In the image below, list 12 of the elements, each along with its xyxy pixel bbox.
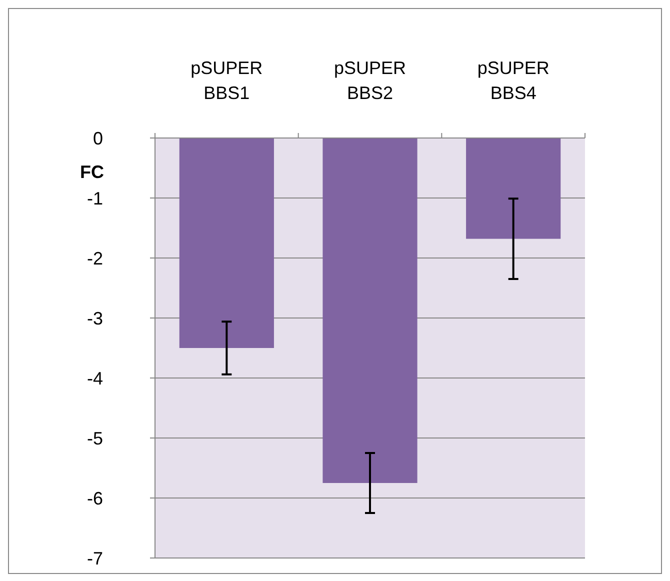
y-tick-label: -5 <box>86 428 103 448</box>
x-tick-label: pSUPER BBS4 <box>477 58 550 103</box>
x-tick-label: pSUPER BBS2 <box>334 58 406 103</box>
y-tick-label: -2 <box>86 248 103 268</box>
y-tick-label: -6 <box>86 488 103 508</box>
y-tick-label: -7 <box>86 548 103 568</box>
y-tick-label: -3 <box>86 308 103 328</box>
y-tick-label: -4 <box>86 368 103 388</box>
y-tick-label: -1 <box>86 188 103 208</box>
y-axis-title: FC <box>80 162 104 182</box>
y-tick-label: 0 <box>92 128 103 148</box>
x-tick-label: pSUPER BBS1 <box>190 58 263 103</box>
